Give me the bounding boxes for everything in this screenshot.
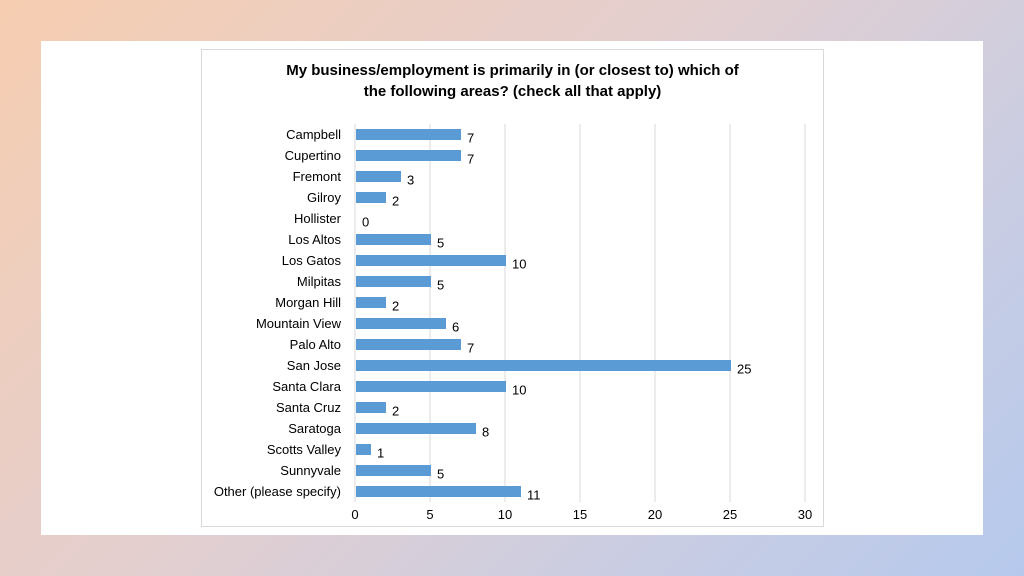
slide-background: My business/employment is primarily in (…: [41, 41, 983, 535]
category-label: Milpitas: [297, 274, 342, 289]
bar: [356, 318, 446, 329]
x-tick-label: 20: [648, 507, 662, 522]
bar: [356, 129, 461, 140]
data-label: 7: [467, 152, 474, 167]
data-label: 1: [377, 446, 384, 461]
bar: [356, 402, 386, 413]
category-label: Saratoga: [288, 421, 342, 436]
bar: [356, 360, 731, 371]
data-label: 7: [467, 131, 474, 146]
category-label: Gilroy: [307, 190, 341, 205]
x-tick-label: 5: [426, 507, 433, 522]
bar: [356, 276, 431, 287]
bar: [356, 423, 476, 434]
category-label: San Jose: [287, 358, 341, 373]
x-tick-label: 15: [573, 507, 587, 522]
chart-frame: My business/employment is primarily in (…: [201, 49, 824, 527]
category-label: Los Altos: [288, 232, 341, 247]
x-tick-label: 10: [498, 507, 512, 522]
data-label: 7: [467, 341, 474, 356]
category-label: Los Gatos: [282, 253, 342, 268]
data-label: 11: [527, 488, 541, 503]
data-label: 10: [512, 383, 526, 398]
category-label: Other (please specify): [214, 484, 341, 499]
category-label: Morgan Hill: [275, 295, 341, 310]
bar: [356, 150, 461, 161]
x-tick-label: 25: [723, 507, 737, 522]
chart-title: My business/employment is primarily in (…: [202, 60, 823, 102]
data-label: 2: [392, 194, 399, 209]
chart-title-line-2: the following areas? (check all that app…: [363, 83, 662, 100]
category-label: Palo Alto: [290, 337, 341, 352]
category-label: Scotts Valley: [267, 442, 342, 457]
category-label: Sunnyvale: [280, 463, 341, 478]
bar: [356, 192, 386, 203]
data-label: 3: [407, 173, 414, 188]
data-label: 10: [512, 257, 526, 272]
bar: [356, 297, 386, 308]
data-label: 0: [362, 215, 369, 230]
bar: [356, 339, 461, 350]
x-tick-label: 0: [351, 507, 358, 522]
data-label: 25: [737, 362, 751, 377]
category-label: Santa Clara: [272, 379, 341, 394]
data-label: 8: [482, 425, 489, 440]
category-label: Mountain View: [256, 316, 342, 331]
bar: [356, 171, 401, 182]
category-label: Campbell: [286, 127, 341, 142]
category-label: Fremont: [293, 169, 342, 184]
category-label: Hollister: [294, 211, 342, 226]
data-label: 5: [437, 467, 444, 482]
bar: [356, 234, 431, 245]
chart-title-line-1: My business/employment is primarily in (…: [286, 62, 739, 79]
data-label: 6: [452, 320, 459, 335]
x-tick-label: 30: [798, 507, 812, 522]
bar: [356, 381, 506, 392]
category-label: Santa Cruz: [276, 400, 341, 415]
bar: [356, 444, 371, 455]
bar: [356, 255, 506, 266]
data-label: 2: [392, 404, 399, 419]
bar: [356, 486, 521, 497]
category-label: Cupertino: [285, 148, 341, 163]
data-label: 2: [392, 299, 399, 314]
data-label: 5: [437, 278, 444, 293]
bar: [356, 465, 431, 476]
data-label: 5: [437, 236, 444, 251]
